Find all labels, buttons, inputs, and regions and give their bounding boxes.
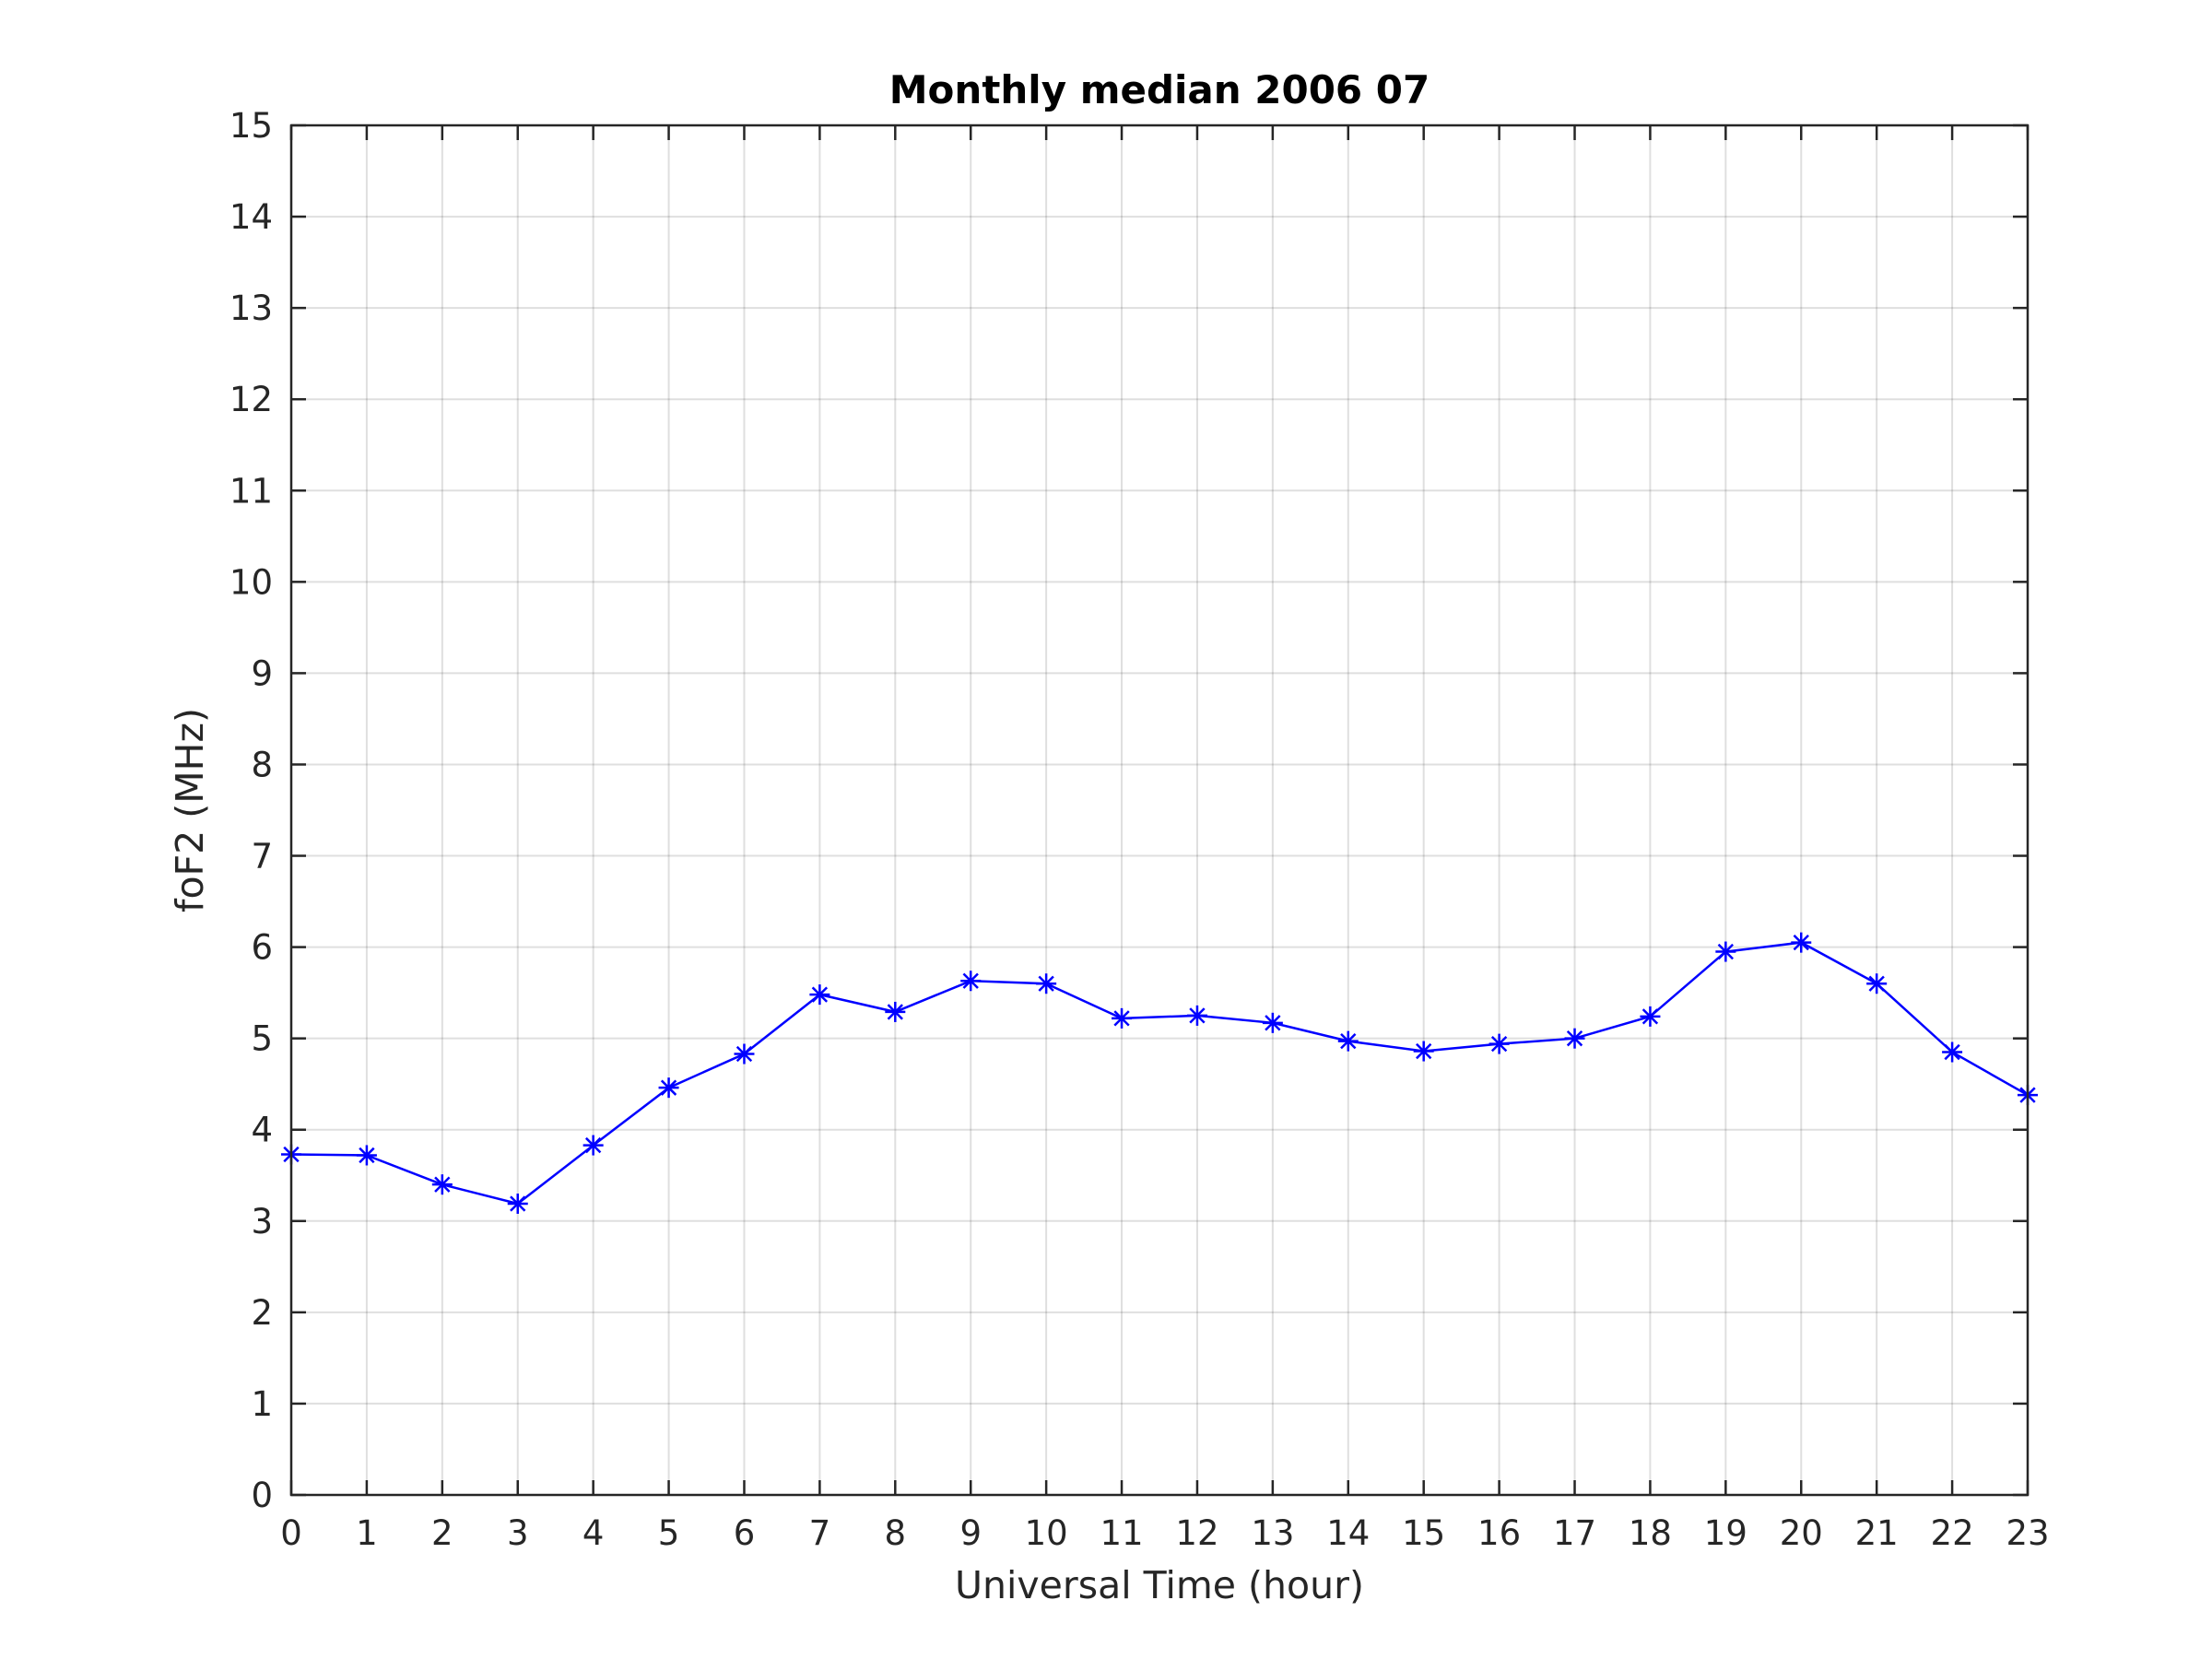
data-point-marker xyxy=(1640,1006,1661,1027)
y-tick-label: 10 xyxy=(229,562,273,602)
y-tick-label: 5 xyxy=(251,1019,273,1059)
x-tick-label: 23 xyxy=(2006,1513,2049,1553)
y-tick-label: 0 xyxy=(251,1476,273,1515)
data-point-marker xyxy=(1337,1030,1359,1052)
data-point-marker xyxy=(1036,973,1057,994)
y-tick-label: 13 xyxy=(229,288,273,328)
chart-title: Monthly median 2006 07 xyxy=(889,67,1430,112)
data-point-marker xyxy=(582,1135,604,1156)
x-tick-label: 17 xyxy=(1553,1513,1596,1553)
x-tick-label: 12 xyxy=(1175,1513,1218,1553)
data-series xyxy=(281,932,2038,1214)
plot-frame xyxy=(289,124,2030,1497)
x-tick-label: 15 xyxy=(1402,1513,1445,1553)
x-tick-label: 6 xyxy=(734,1513,756,1553)
y-tick-label: 8 xyxy=(251,745,273,784)
y-tick-label: 9 xyxy=(251,653,273,693)
data-point-marker xyxy=(1186,1005,1207,1026)
y-tick-label: 15 xyxy=(229,106,273,146)
data-point-marker xyxy=(1564,1028,1585,1049)
data-point-marker xyxy=(1413,1041,1434,1062)
data-point-marker xyxy=(885,1001,906,1022)
x-tick-label: 1 xyxy=(356,1513,378,1553)
x-tick-label: 16 xyxy=(1477,1513,1521,1553)
y-tick-label: 7 xyxy=(251,837,273,877)
x-tick-label: 14 xyxy=(1326,1513,1370,1553)
series-line xyxy=(290,941,2029,1206)
x-tick-label: 3 xyxy=(507,1513,529,1553)
y-tick-label: 1 xyxy=(251,1384,273,1424)
y-tick-label: 3 xyxy=(251,1202,273,1241)
data-point-marker xyxy=(1791,932,1812,953)
x-tick-label: 22 xyxy=(1931,1513,1974,1553)
x-tick-label: 13 xyxy=(1251,1513,1294,1553)
y-tick-label: 2 xyxy=(251,1293,273,1333)
x-tick-label: 10 xyxy=(1025,1513,1068,1553)
x-tick-label: 2 xyxy=(431,1513,453,1553)
y-tick-label: 6 xyxy=(251,928,273,968)
x-tick-label: 18 xyxy=(1629,1513,1672,1553)
axis-ticks: 0 1 2 3 4 5 6 7 8 9 10 11 12 13 14 15 16 17 18 19 20 21 22 2301… xyxy=(229,106,2050,1553)
data-point-marker xyxy=(960,971,982,992)
y-tick-label: 11 xyxy=(229,471,273,511)
data-point-marker xyxy=(1866,973,1888,994)
x-tick-label: 21 xyxy=(1855,1513,1899,1553)
x-tick-label: 8 xyxy=(885,1513,907,1553)
data-point-marker xyxy=(507,1193,528,1214)
x-tick-label: 9 xyxy=(959,1513,982,1553)
x-tick-label: 19 xyxy=(1704,1513,1747,1553)
y-tick-label: 14 xyxy=(229,197,273,237)
data-point-marker xyxy=(1942,1041,1963,1063)
x-tick-label: 11 xyxy=(1100,1513,1143,1553)
data-point-marker xyxy=(658,1077,679,1099)
y-tick-label: 12 xyxy=(229,380,273,419)
data-point-marker xyxy=(734,1043,755,1065)
data-point-marker xyxy=(431,1174,453,1195)
data-point-marker xyxy=(809,984,830,1006)
data-point-marker xyxy=(1112,1007,1133,1029)
x-tick-label: 20 xyxy=(1780,1513,1823,1553)
y-tick-label: 4 xyxy=(251,1111,273,1150)
data-point-marker xyxy=(356,1145,377,1166)
x-tick-label: 0 xyxy=(280,1513,302,1553)
x-tick-label: 7 xyxy=(809,1513,831,1553)
x-axis-label: Universal Time (hour) xyxy=(955,1563,1364,1607)
data-point-marker xyxy=(1262,1012,1283,1033)
data-point-marker xyxy=(1488,1033,1510,1054)
y-axis-label: foF2 (MHz) xyxy=(168,708,212,912)
x-tick-label: 5 xyxy=(658,1513,680,1553)
data-point-marker xyxy=(1715,941,1736,962)
x-tick-label: 4 xyxy=(582,1513,605,1553)
